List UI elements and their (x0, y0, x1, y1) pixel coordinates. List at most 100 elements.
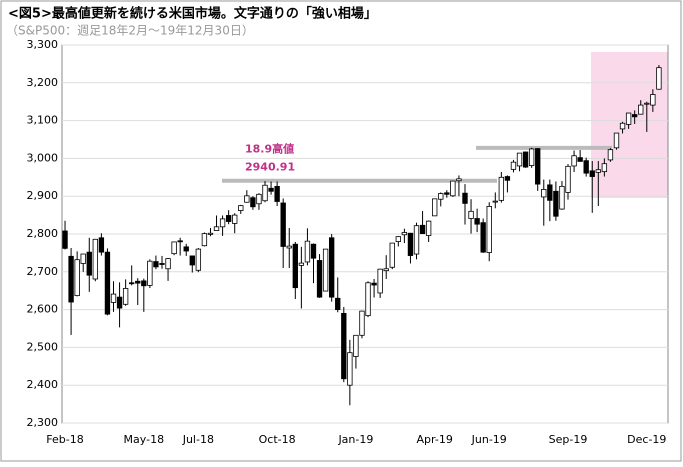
candle-body (268, 187, 274, 192)
candle-body (450, 180, 456, 197)
candle-body (498, 176, 505, 201)
candle-body (92, 238, 99, 280)
x-tick-label: Dec-19 (627, 433, 666, 446)
candle-body (310, 243, 317, 259)
candle-body (462, 192, 468, 204)
candle-body (328, 237, 335, 298)
candle-body (353, 334, 359, 357)
candle-body (219, 218, 226, 228)
candle-body (553, 190, 559, 217)
candle-body (419, 224, 426, 235)
candle-body (347, 352, 353, 386)
candle-body (504, 176, 511, 181)
annotation: 18.9高値 (245, 142, 294, 156)
chart-subtitle: （S&P500：週足18年2月～19年12月30日） (6, 24, 254, 38)
candle-body (535, 148, 541, 185)
candle-body (189, 255, 195, 266)
candle-body (201, 233, 208, 247)
x-tick-label: Jul-18 (182, 433, 214, 446)
candle-body (238, 205, 244, 211)
y-tick-label: 2,800 (27, 227, 59, 240)
candle-body (74, 259, 80, 297)
candle-body (80, 253, 86, 264)
candle-body (171, 241, 177, 255)
candle-body (377, 268, 383, 294)
candle-body (589, 170, 595, 177)
candle-body (298, 262, 305, 266)
x-tick-label: Jan-19 (337, 433, 373, 446)
candle-body (341, 312, 347, 380)
candle-body (135, 280, 141, 284)
candle-body (601, 163, 608, 173)
annotation-value: 2940.91 (245, 161, 295, 174)
candle-body (371, 282, 377, 286)
y-tick-label: 2,400 (27, 378, 59, 391)
x-tick-label: May-18 (124, 433, 165, 446)
y-tick-label: 2,600 (27, 303, 59, 316)
candle-body (571, 155, 577, 167)
chart-title: <図5>最高値更新を続ける米国市場。文字通りの「強い相場」 (8, 6, 377, 22)
y-tick-label: 2,900 (27, 189, 59, 202)
candle-body (250, 197, 256, 208)
candle-body (474, 218, 480, 225)
candle-body (644, 102, 650, 105)
y-tick-label: 3,200 (27, 76, 59, 89)
candle-body (359, 310, 365, 336)
candle-body (625, 112, 632, 125)
candle-body (122, 288, 129, 305)
candle-body (486, 206, 492, 253)
candle-body (335, 297, 341, 311)
candle-body (98, 237, 105, 253)
candle-body (141, 280, 147, 287)
candle-body (613, 132, 620, 149)
candle-body (195, 248, 202, 271)
candle-body (656, 67, 662, 90)
candle-body (607, 149, 614, 161)
highlight-region (591, 52, 668, 198)
candle-body (619, 122, 626, 130)
candle-body (153, 261, 159, 268)
candle-body (547, 184, 553, 201)
candle-body (316, 260, 323, 298)
candle-body (565, 165, 571, 193)
x-tick-label: Jun-19 (471, 433, 507, 446)
candle-body (225, 215, 232, 222)
candle-body (468, 210, 474, 219)
candle-body (104, 251, 111, 315)
candle-body (432, 198, 438, 217)
y-tick-label: 3,000 (27, 151, 59, 164)
candle-body (86, 251, 92, 276)
candle-body (650, 94, 656, 106)
candle-body (292, 243, 298, 289)
candle-body (62, 230, 68, 249)
candle-body (401, 232, 408, 236)
candle-body (177, 240, 183, 243)
candle-body (183, 246, 189, 252)
candle-body (516, 152, 523, 167)
candle-body (262, 184, 268, 202)
y-tick-label: 2,500 (27, 340, 59, 353)
candle-body (407, 232, 414, 256)
candle-body (480, 222, 486, 253)
candle-body (159, 263, 165, 265)
candle-body (438, 193, 444, 200)
candle-body (638, 104, 644, 115)
candle-body (583, 160, 589, 174)
candle-body (274, 185, 280, 202)
y-tick-label: 3,300 (27, 38, 59, 51)
x-tick-label: Feb-18 (46, 433, 83, 446)
candle-body (68, 255, 74, 303)
candle-body (425, 220, 432, 236)
y-tick-label: 3,100 (27, 114, 59, 127)
candle-body (280, 202, 286, 247)
y-tick-label: 2,700 (27, 265, 59, 278)
candle-body (413, 225, 420, 255)
candle-body (510, 161, 517, 170)
candle-body (244, 195, 250, 203)
candle-body (304, 240, 311, 263)
candle-body (147, 260, 153, 286)
candle-body (395, 236, 402, 242)
candle-body (232, 214, 238, 224)
candle-body (595, 169, 601, 173)
candle-body (456, 178, 462, 182)
